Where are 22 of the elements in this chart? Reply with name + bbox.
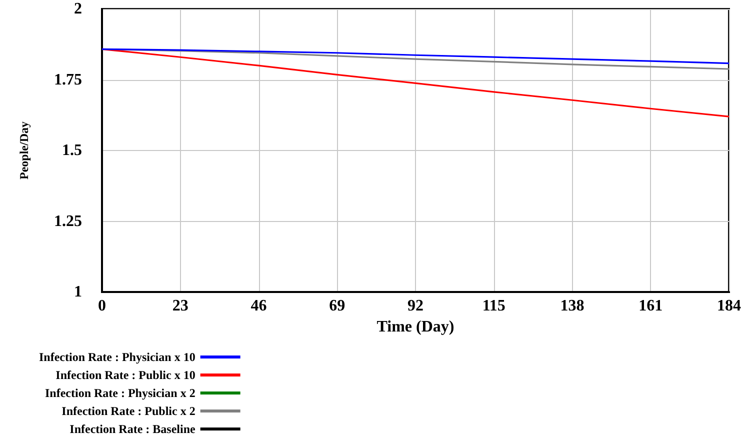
x-tick-label: 161 bbox=[638, 298, 663, 314]
x-tick-label: 138 bbox=[560, 298, 584, 314]
line-series bbox=[101, 48, 730, 64]
x-tick-label: 115 bbox=[482, 298, 506, 314]
y-tick-label: 1.25 bbox=[54, 212, 82, 230]
x-tick-label: 0 bbox=[98, 298, 106, 314]
legend-label: Infection Rate : Baseline bbox=[70, 422, 196, 436]
legend-label: Infection Rate : Public x 10 bbox=[56, 368, 196, 382]
y-tick-label: 1.75 bbox=[54, 71, 82, 88]
legend-label: Infection Rate : Physician x 2 bbox=[44, 386, 196, 400]
y-tick-label: 2 bbox=[74, 0, 82, 18]
x-tick-label: 92 bbox=[408, 298, 424, 314]
x-tick-label: 46 bbox=[250, 298, 267, 314]
x-tick-label: 69 bbox=[329, 298, 346, 314]
y-tick-label: 1.5 bbox=[62, 142, 82, 159]
y-tick-label: 1 bbox=[74, 284, 82, 300]
y-axis-title: People/Day bbox=[17, 122, 31, 180]
legend-label: Infection Rate : Physician x 10 bbox=[38, 350, 196, 364]
x-tick-label: 184 bbox=[717, 298, 741, 314]
x-tick-label: 23 bbox=[172, 298, 188, 314]
legend-label: Infection Rate : Public x 2 bbox=[62, 404, 196, 418]
x-axis-title: Time (Day) bbox=[376, 318, 454, 336]
